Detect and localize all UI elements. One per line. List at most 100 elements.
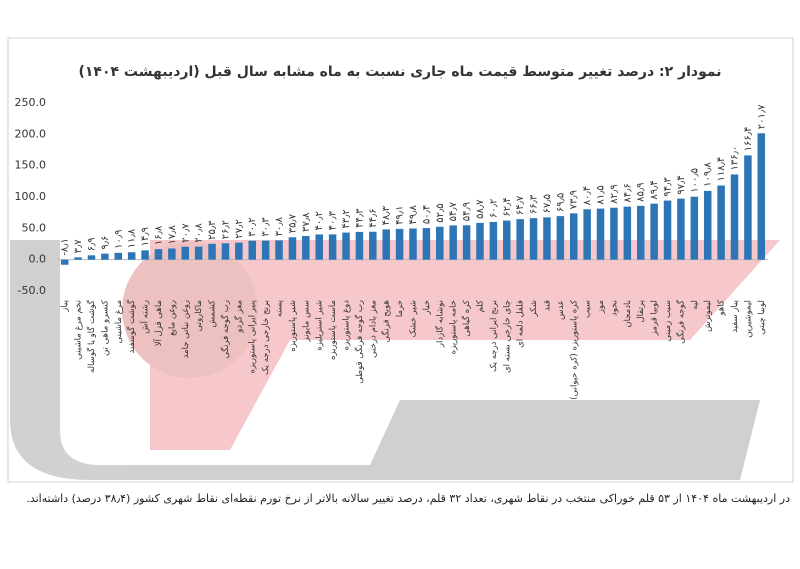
chart-frame: [7, 37, 794, 483]
value-label: ۱۳۶٫۰: [730, 146, 741, 171]
bar: [703, 190, 712, 260]
x-tick-label: چای خارجی بسته ای: [502, 300, 512, 373]
bar: [570, 213, 578, 260]
chart-title: نمودار ۲: درصد تغییر متوسط قیمت ماه جاری…: [78, 64, 721, 80]
bar: [529, 218, 538, 260]
x-tick-label: پنیر ایرانی پاستوریزه: [248, 299, 258, 373]
value-label: ۵۴٫۷: [448, 201, 459, 221]
bar: [74, 257, 82, 260]
x-tick-label: برنج ایرانی درجه یک: [489, 300, 499, 372]
bar: [60, 259, 69, 265]
bar: [154, 249, 163, 260]
bar: [101, 253, 109, 260]
x-tick-label: شیر استریلیزه: [315, 300, 325, 351]
bar: [623, 206, 632, 260]
value-label: ۶۶٫۳: [529, 194, 540, 214]
x-tick-label: لیموشیرین: [743, 300, 753, 338]
value-label: ۳۵٫۷: [287, 213, 298, 233]
value-label: ۶۲٫۴: [502, 197, 513, 216]
x-tick-label: گوجه فرنگی: [675, 299, 686, 344]
bar: [449, 225, 457, 260]
x-tick-label: پرتقال: [636, 299, 646, 322]
value-label: ۸۹٫۴: [649, 180, 660, 199]
value-label: ۵۸٫۷: [475, 199, 486, 219]
bar: [342, 232, 350, 260]
bar: [462, 225, 471, 260]
x-tick-label: رب گوجه فرنگی قوطی: [354, 300, 365, 384]
bar: [302, 235, 310, 260]
bar: [395, 228, 404, 260]
bar: [422, 228, 431, 260]
value-label: ۲۵٫۳: [207, 220, 218, 240]
y-tick-label: 100.0: [15, 190, 47, 203]
x-tick-label: رب گوجه فرنگی: [220, 300, 231, 359]
x-tick-label: گوشت گاو یا گوساله: [86, 299, 97, 373]
x-tick-label: کره پاستوریزه (کره حیوانی): [569, 299, 579, 400]
x-tick-label: لوبیا چیتی: [757, 300, 767, 335]
x-tick-label: مغز گردو: [233, 300, 244, 334]
x-tick-label: لوبیا قرمز: [650, 300, 660, 336]
bar: [87, 255, 96, 260]
bar: [583, 209, 591, 260]
x-tick-label: پسته: [275, 299, 285, 317]
x-tick-label: ماست پاستوریزه: [328, 300, 338, 360]
bar: [315, 234, 323, 260]
x-tick-label: روغن مایع: [167, 300, 177, 336]
bar: [168, 248, 176, 260]
x-tick-label: قند: [542, 300, 552, 311]
y-tick-label: 200.0: [15, 127, 47, 140]
bar: [355, 231, 364, 260]
bar: [650, 203, 658, 260]
x-tick-label: شکر: [529, 300, 539, 318]
value-label: ۴۳٫۲: [341, 209, 352, 228]
value-label: ۱۶٫۸: [153, 225, 164, 245]
x-tick-label: رشته آش: [139, 300, 151, 334]
x-tick-label: گوشت گوسفند: [126, 299, 137, 353]
value-label: ۲۰٫۸: [194, 223, 205, 243]
value-label: ۸۵٫۹: [636, 182, 647, 201]
x-tick-label: شیر خشک: [409, 300, 419, 338]
bar: [476, 222, 484, 260]
x-tick-label: ماکارونی: [194, 300, 204, 331]
x-tick-label: نخود: [609, 300, 619, 316]
value-label: ۴۴٫۳: [354, 208, 365, 228]
x-tick-label: کشمش: [208, 299, 218, 327]
bar: [663, 200, 672, 260]
x-tick-label: خامه پاستوریزه: [449, 300, 459, 354]
x-tick-label: لپه: [690, 300, 700, 310]
value-label: ۹۴٫۳: [663, 177, 674, 197]
x-tick-label: سس مایونز: [301, 300, 311, 343]
bar: [610, 207, 618, 260]
x-tick-label: کلم: [475, 299, 485, 312]
value-label: ۶۷٫۵: [542, 194, 553, 213]
value-label: -۸٫۱: [60, 238, 71, 256]
y-tick-label: 50.0: [22, 221, 47, 234]
bar: [503, 220, 511, 260]
value-label: ۴۸٫۳: [381, 205, 392, 225]
x-tick-label: فلفل دلمه ای: [516, 300, 526, 348]
value-label: ۶٫۹: [86, 237, 97, 251]
x-tick-label: مرغ ماشینی: [114, 300, 124, 344]
value-label: ۴۰٫۳: [328, 210, 339, 230]
x-tick-label: نوشابه گازدار: [434, 300, 445, 348]
value-label: ۶۰٫۲: [488, 199, 499, 218]
value-label: ۶۴٫۷: [515, 195, 526, 215]
bar: [181, 246, 190, 260]
bar: [141, 250, 149, 260]
watermark: [10, 240, 780, 480]
bar: [436, 226, 444, 260]
value-label: ۴۹٫۸: [408, 204, 419, 224]
x-tick-label: شیر پاستوریزه: [288, 300, 298, 352]
x-tick-label: موز: [596, 300, 606, 314]
bar: [248, 240, 256, 260]
bar: [690, 196, 699, 260]
y-tick-label: 0.0: [29, 253, 47, 266]
x-tick-label: تخم مرغ ماشینی: [74, 299, 84, 359]
value-label: ۹۷٫۴: [676, 175, 687, 194]
value-label: ۴۹٫۱: [395, 206, 406, 225]
x-tick-label: پیاز: [60, 299, 70, 312]
value-label: ۱۱٫۸: [127, 228, 138, 248]
x-tick-label: دوغ پاستوریزه: [342, 300, 352, 351]
bar: [261, 240, 270, 260]
